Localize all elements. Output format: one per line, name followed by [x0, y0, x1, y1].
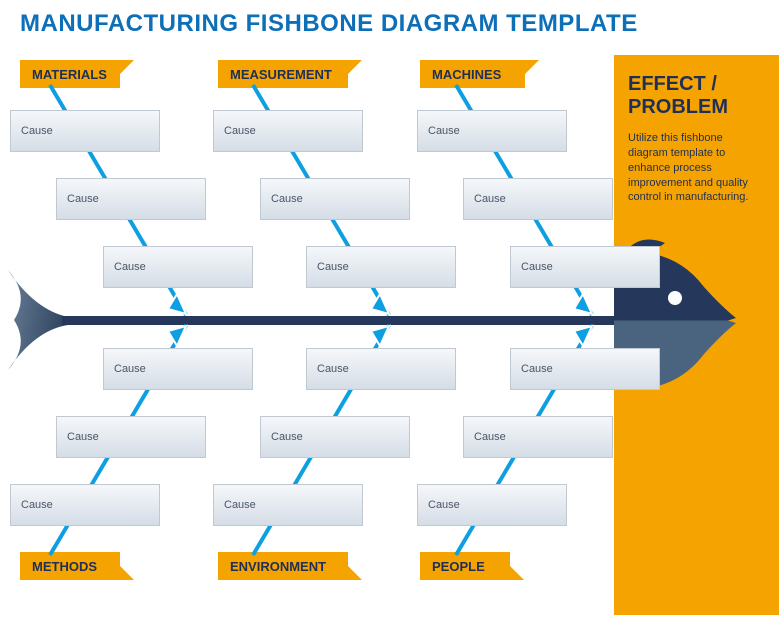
- fish-tail: [8, 270, 68, 370]
- cause-box[interactable]: Cause: [463, 178, 613, 220]
- category-machines: MACHINES: [420, 60, 525, 88]
- cause-box[interactable]: Cause: [103, 348, 253, 390]
- category-people: PEOPLE: [420, 552, 510, 580]
- fish-spine: [62, 316, 616, 325]
- cause-box[interactable]: Cause: [306, 348, 456, 390]
- effect-panel: EFFECT / PROBLEM Utilize this fishbone d…: [614, 55, 779, 615]
- cause-box[interactable]: Cause: [510, 246, 660, 288]
- cause-box[interactable]: Cause: [103, 246, 253, 288]
- cause-box[interactable]: Cause: [10, 484, 160, 526]
- cause-box[interactable]: Cause: [417, 484, 567, 526]
- cause-box[interactable]: Cause: [510, 348, 660, 390]
- page-title: MANUFACTURING FISHBONE DIAGRAM TEMPLATE: [20, 10, 638, 38]
- cause-box[interactable]: Cause: [10, 110, 160, 152]
- cause-box[interactable]: Cause: [56, 416, 206, 458]
- category-environment: ENVIRONMENT: [218, 552, 348, 580]
- cause-box[interactable]: Cause: [213, 110, 363, 152]
- category-materials: MATERIALS: [20, 60, 120, 88]
- cause-box[interactable]: Cause: [306, 246, 456, 288]
- cause-box[interactable]: Cause: [213, 484, 363, 526]
- cause-box[interactable]: Cause: [56, 178, 206, 220]
- arrowheads: [168, 294, 592, 346]
- effect-description: Utilize this fishbone diagram template t…: [628, 131, 765, 205]
- cause-box[interactable]: Cause: [260, 416, 410, 458]
- cause-box[interactable]: Cause: [260, 178, 410, 220]
- category-methods: METHODS: [20, 552, 120, 580]
- cause-box[interactable]: Cause: [417, 110, 567, 152]
- cause-box[interactable]: Cause: [463, 416, 613, 458]
- effect-title: EFFECT / PROBLEM: [628, 73, 765, 119]
- category-measurement: MEASUREMENT: [218, 60, 348, 88]
